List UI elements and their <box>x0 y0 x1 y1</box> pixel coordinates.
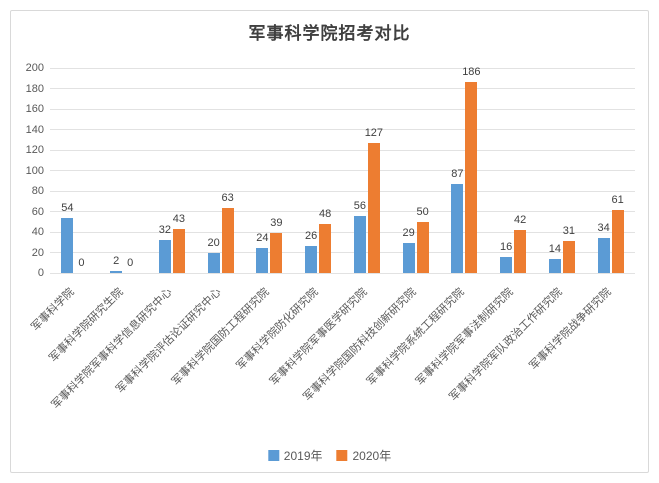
data-label-2019年-cat3: 32 <box>158 224 171 237</box>
y-tick-label-80: 80 <box>31 185 44 197</box>
y-tick-label-140: 140 <box>25 123 44 136</box>
legend-item-2020: 2020年 <box>336 447 392 464</box>
bar-2019年-cat12 <box>597 238 610 273</box>
data-label-2019年-cat8: 29 <box>402 227 415 240</box>
bar-2019年-cat10 <box>500 256 513 273</box>
bar-2020年-cat10 <box>514 229 527 273</box>
gridline-y180 <box>50 88 635 89</box>
bar-2019年-cat11 <box>548 258 561 273</box>
bar-2020年-cat6 <box>319 223 332 273</box>
y-tick-label-100: 100 <box>25 164 44 177</box>
y-tick-label-160: 160 <box>25 103 44 115</box>
gridline-y40 <box>50 231 635 233</box>
data-label-2020年-cat10: 42 <box>514 213 527 226</box>
legend-label-2019: 2019年 <box>283 449 323 463</box>
data-label-2019年-cat7: 56 <box>353 199 366 212</box>
legend-item-2019: 2019年 <box>267 447 323 464</box>
data-label-2019年-cat4: 20 <box>207 236 220 249</box>
gridline-y140 <box>50 129 635 130</box>
y-tick-label-40: 40 <box>31 226 44 238</box>
bar-2020年-cat4 <box>221 208 234 273</box>
data-label-2020年-cat12: 61 <box>611 194 624 207</box>
x-axis-label-cat12: 军事科学院战争研究院 <box>526 286 614 373</box>
data-label-2020年-cat8: 50 <box>416 205 429 218</box>
bar-2020年-cat7 <box>367 142 380 273</box>
data-label-2020年-cat11: 31 <box>562 225 575 238</box>
bar-2020年-cat5 <box>270 233 283 273</box>
data-label-2019年-cat10: 16 <box>500 240 513 253</box>
bar-2019年-cat2 <box>110 270 123 273</box>
gridline-y20 <box>50 252 635 253</box>
gridline-y80 <box>50 190 635 192</box>
legend-label-2020: 2020年 <box>352 449 392 463</box>
data-label-2020年-cat3: 43 <box>172 212 185 225</box>
bar-2020年-cat8 <box>416 221 429 273</box>
y-tick-label-60: 60 <box>31 205 44 218</box>
data-label-2020年-cat2: 0 <box>127 257 134 269</box>
legend: 2019年 2020年 <box>267 447 392 464</box>
bar-2020年-cat11 <box>562 241 575 273</box>
bar-2020年-cat12 <box>611 210 624 273</box>
x-axis-labels: 军事科学院 军事科学院研究生院 军事科学院军事科学信息研究中心 军事科学院评估论证研究… <box>30 279 635 439</box>
data-label-2019年-cat9: 87 <box>451 167 464 180</box>
y-tick-label-200: 200 <box>25 62 44 74</box>
legend-swatch-2019 <box>267 450 279 461</box>
bar-2019年-cat5 <box>256 248 269 273</box>
data-label-2020年-cat4: 63 <box>221 192 234 205</box>
y-tick-label-0: 0 <box>37 267 44 279</box>
data-label-2020年-cat5: 39 <box>270 217 283 230</box>
data-label-2019年-cat12: 34 <box>597 222 610 235</box>
gridline-y200 <box>50 67 635 69</box>
data-label-2020年-cat7: 127 <box>364 126 384 139</box>
data-label-2019年-cat6: 26 <box>305 230 318 243</box>
gridline-y60 <box>50 211 635 212</box>
data-label-2019年-cat2: 2 <box>113 254 120 267</box>
y-tick-label-180: 180 <box>25 82 44 95</box>
y-tick-label-120: 120 <box>25 144 44 156</box>
data-label-2019年-cat11: 14 <box>548 242 561 255</box>
data-label-2019年-cat5: 24 <box>256 232 269 245</box>
plot-area: 0 20 40 60 80 100 120 140 160 180 200 54 0 2 0 32 43 20 63… <box>26 62 635 279</box>
bar-2019年-cat6 <box>305 246 318 273</box>
y-tick-label-20: 20 <box>31 246 44 259</box>
bar-2020年-cat3 <box>172 228 185 273</box>
data-label-2020年-cat6: 48 <box>319 207 332 220</box>
bar-2020年-cat9 <box>465 82 478 273</box>
data-label-2020年-cat1: 0 <box>78 257 85 269</box>
legend-swatch-2020 <box>336 450 348 461</box>
bar-2019年-cat8 <box>402 243 415 273</box>
gridline-y120 <box>50 149 635 151</box>
bar-2019年-cat3 <box>158 240 171 273</box>
data-label-2020年-cat9: 186 <box>462 66 481 79</box>
chart-title: 军事科学院招考对比 <box>248 24 411 43</box>
bar-2019年-cat7 <box>353 215 366 273</box>
gridline-y0 <box>50 272 635 274</box>
bar-2019年-cat4 <box>207 252 220 273</box>
data-label-2019年-cat1: 54 <box>61 201 74 214</box>
gridline-y160 <box>50 108 635 110</box>
gridline-y100 <box>50 170 635 171</box>
bar-2019年-cat9 <box>451 183 464 273</box>
bar-2019年-cat1 <box>61 217 74 273</box>
